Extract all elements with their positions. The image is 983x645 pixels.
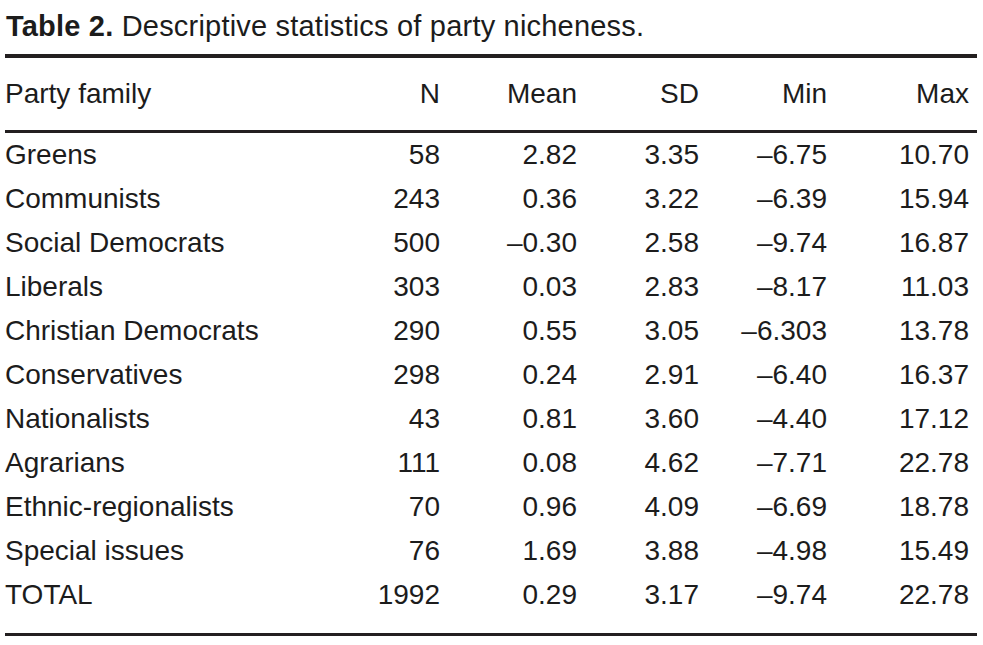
table-caption-text: Descriptive statistics of party nichenes… <box>122 10 645 42</box>
cell-sd: 3.22 <box>577 177 699 221</box>
cell-party-family: Conservatives <box>5 353 345 397</box>
table-caption: Table 2. Descriptive statistics of party… <box>6 6 977 54</box>
cell-mean: 0.24 <box>440 353 577 397</box>
cell-max: 13.78 <box>827 309 977 353</box>
column-header-sd: SD <box>577 56 699 132</box>
cell-max: 16.87 <box>827 221 977 265</box>
cell-max: 10.70 <box>827 132 977 178</box>
cell-min: –6.75 <box>699 132 827 178</box>
table-row: Christian Democrats 290 0.55 3.05 –6.303… <box>5 309 977 353</box>
cell-max: 17.12 <box>827 397 977 441</box>
cell-max: 15.94 <box>827 177 977 221</box>
table-row: Social Democrats 500 –0.30 2.58 –9.74 16… <box>5 221 977 265</box>
table-row: Special issues 76 1.69 3.88 –4.98 15.49 <box>5 529 977 573</box>
cell-min: –8.17 <box>699 265 827 309</box>
cell-party-family: Special issues <box>5 529 345 573</box>
cell-min: –6.69 <box>699 485 827 529</box>
table-row: Communists 243 0.36 3.22 –6.39 15.94 <box>5 177 977 221</box>
table-row: Conservatives 298 0.24 2.91 –6.40 16.37 <box>5 353 977 397</box>
table-row: Liberals 303 0.03 2.83 –8.17 11.03 <box>5 265 977 309</box>
descriptive-statistics-table: Party family N Mean SD Min Max Greens 58… <box>5 54 977 636</box>
cell-mean: 0.81 <box>440 397 577 441</box>
column-header-n: N <box>345 56 440 132</box>
cell-party-family: Agrarians <box>5 441 345 485</box>
cell-max: 22.78 <box>827 441 977 485</box>
cell-max: 16.37 <box>827 353 977 397</box>
cell-sd: 3.17 <box>577 573 699 635</box>
cell-mean: 0.36 <box>440 177 577 221</box>
cell-party-family: Ethnic-regionalists <box>5 485 345 529</box>
table-row: Greens 58 2.82 3.35 –6.75 10.70 <box>5 132 977 178</box>
cell-n: 58 <box>345 132 440 178</box>
table-header: Party family N Mean SD Min Max <box>5 56 977 132</box>
cell-party-family: Social Democrats <box>5 221 345 265</box>
cell-n: 243 <box>345 177 440 221</box>
column-header-mean: Mean <box>440 56 577 132</box>
cell-party-family: Communists <box>5 177 345 221</box>
cell-sd: 3.35 <box>577 132 699 178</box>
cell-n: 290 <box>345 309 440 353</box>
column-header-max: Max <box>827 56 977 132</box>
cell-sd: 3.88 <box>577 529 699 573</box>
cell-sd: 3.05 <box>577 309 699 353</box>
cell-sd: 2.83 <box>577 265 699 309</box>
cell-sd: 2.58 <box>577 221 699 265</box>
cell-mean: –0.30 <box>440 221 577 265</box>
cell-max: 22.78 <box>827 573 977 635</box>
cell-mean: 0.96 <box>440 485 577 529</box>
cell-mean: 0.08 <box>440 441 577 485</box>
cell-n: 70 <box>345 485 440 529</box>
cell-max: 18.78 <box>827 485 977 529</box>
paper-page: Table 2. Descriptive statistics of party… <box>0 0 983 645</box>
cell-min: –9.74 <box>699 573 827 635</box>
cell-sd: 2.91 <box>577 353 699 397</box>
table-header-row: Party family N Mean SD Min Max <box>5 56 977 132</box>
cell-min: –9.74 <box>699 221 827 265</box>
cell-sd: 3.60 <box>577 397 699 441</box>
table-row: TOTAL 1992 0.29 3.17 –9.74 22.78 <box>5 573 977 635</box>
cell-party-family: Greens <box>5 132 345 178</box>
cell-n: 298 <box>345 353 440 397</box>
cell-mean: 0.55 <box>440 309 577 353</box>
cell-min: –4.98 <box>699 529 827 573</box>
table-caption-label: Table 2. <box>6 10 113 42</box>
cell-min: –4.40 <box>699 397 827 441</box>
cell-n: 111 <box>345 441 440 485</box>
cell-party-family: Liberals <box>5 265 345 309</box>
cell-n: 500 <box>345 221 440 265</box>
column-header-party-family: Party family <box>5 56 345 132</box>
cell-mean: 0.03 <box>440 265 577 309</box>
cell-sd: 4.62 <box>577 441 699 485</box>
cell-mean: 0.29 <box>440 573 577 635</box>
column-header-min: Min <box>699 56 827 132</box>
cell-max: 11.03 <box>827 265 977 309</box>
cell-min: –6.39 <box>699 177 827 221</box>
cell-n: 303 <box>345 265 440 309</box>
cell-party-family: TOTAL <box>5 573 345 635</box>
cell-party-family: Christian Democrats <box>5 309 345 353</box>
cell-sd: 4.09 <box>577 485 699 529</box>
table-row: Nationalists 43 0.81 3.60 –4.40 17.12 <box>5 397 977 441</box>
cell-mean: 1.69 <box>440 529 577 573</box>
table-row: Ethnic-regionalists 70 0.96 4.09 –6.69 1… <box>5 485 977 529</box>
cell-n: 1992 <box>345 573 440 635</box>
cell-mean: 2.82 <box>440 132 577 178</box>
cell-min: –6.40 <box>699 353 827 397</box>
table-body: Greens 58 2.82 3.35 –6.75 10.70 Communis… <box>5 132 977 635</box>
cell-min: –6.303 <box>699 309 827 353</box>
cell-n: 43 <box>345 397 440 441</box>
table-row: Agrarians 111 0.08 4.62 –7.71 22.78 <box>5 441 977 485</box>
cell-n: 76 <box>345 529 440 573</box>
cell-max: 15.49 <box>827 529 977 573</box>
cell-party-family: Nationalists <box>5 397 345 441</box>
cell-min: –7.71 <box>699 441 827 485</box>
